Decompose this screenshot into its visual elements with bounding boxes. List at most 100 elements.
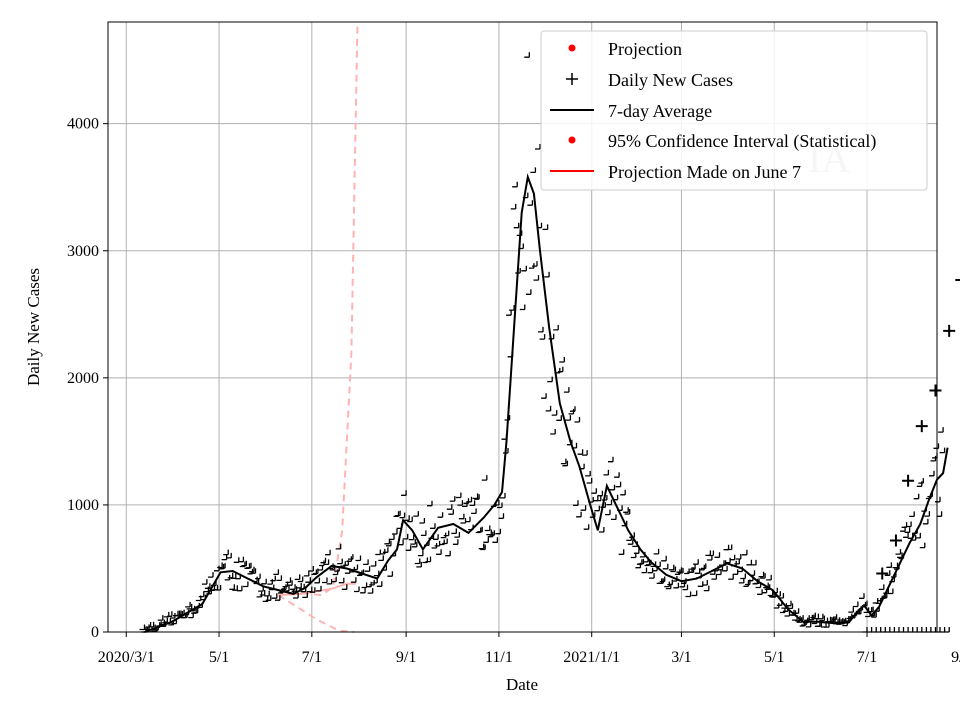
- daily-case-plus: [355, 555, 362, 562]
- daily-case-plus: [198, 591, 205, 598]
- daily-case-plus: [221, 554, 228, 561]
- legend-box: [540, 30, 928, 191]
- daily-case-plus: [378, 555, 384, 562]
- daily-case-plus: [597, 490, 604, 497]
- daily-case-plus: [553, 324, 559, 331]
- daily-case-plus: [341, 584, 348, 590]
- daily-case-plus: [722, 565, 728, 572]
- daily-case-plus: [678, 567, 684, 574]
- daily-case-plus: [886, 562, 893, 568]
- daily-case-plus: [542, 224, 549, 231]
- daily-case-plus: [249, 566, 255, 573]
- daily-case-plus: [887, 588, 894, 595]
- daily-case-plus: [582, 450, 588, 456]
- daily-case-plus: [411, 541, 418, 548]
- daily-case-plus: [562, 460, 569, 467]
- daily-case-plus: [214, 565, 220, 572]
- daily-case-plus: [591, 488, 597, 494]
- daily-case-plus: [389, 534, 395, 541]
- daily-case-plus: [676, 567, 683, 573]
- x-tick-label: 9/1: [396, 649, 416, 666]
- daily-case-plus: [647, 567, 654, 574]
- x-tick-label: 2020/3/1: [98, 649, 155, 666]
- daily-case-plus: [658, 578, 664, 584]
- daily-case-plus: [363, 559, 369, 566]
- daily-case-plus: [922, 518, 929, 525]
- daily-case-plus: [255, 573, 261, 580]
- daily-case-plus: [810, 612, 816, 619]
- daily-case-plus: [471, 508, 477, 515]
- daily-case-plus: [892, 562, 899, 569]
- daily-case-plus: [335, 543, 342, 550]
- daily-case-plus: [223, 549, 229, 556]
- legend-label-projection-june-7: Projection Made on June 7: [608, 162, 801, 182]
- daily-case-plus: [705, 550, 712, 557]
- legend-entry-7-day-average: 7-day Average: [550, 101, 712, 121]
- daily-case-plus: [495, 528, 502, 535]
- daily-case-plus: [533, 275, 540, 281]
- daily-case-plus: [916, 481, 923, 487]
- daily-case-plus: [238, 556, 245, 563]
- daily-case-plus: [404, 515, 410, 521]
- daily-case-plus: [903, 532, 909, 538]
- daily-case-plus: [338, 577, 345, 584]
- daily-case-plus: [242, 581, 249, 588]
- daily-case-plus: [480, 544, 486, 551]
- daily-case-plus: [524, 52, 530, 58]
- daily-case-plus: [322, 577, 328, 584]
- daily-case-plus: [757, 589, 763, 595]
- daily-case-plus: [402, 533, 409, 540]
- daily-case-plus: [420, 530, 427, 537]
- daily-case-plus: [871, 612, 877, 618]
- daily-case-zero-plus: [944, 627, 950, 633]
- daily-case-plus: [384, 538, 391, 545]
- daily-case-plus: [510, 203, 517, 210]
- daily-case-plus: [410, 539, 416, 545]
- daily-case-plus: [697, 581, 704, 587]
- daily-case-plus: [506, 310, 512, 316]
- daily-case-plus: [691, 590, 698, 597]
- daily-cases-series: [139, 52, 960, 633]
- daily-case-zero-plus: [939, 627, 946, 633]
- y-tick-label: 1000: [67, 497, 99, 514]
- y-tick-label: 4000: [67, 116, 99, 133]
- daily-case-plus: [297, 576, 304, 583]
- daily-case-plus: [320, 557, 327, 564]
- daily-case-plus: [559, 357, 565, 363]
- daily-case-plus: [662, 563, 669, 570]
- daily-case-plus: [751, 559, 757, 566]
- daily-case-plus: [732, 569, 739, 575]
- x-tick-label: 9/1: [951, 649, 960, 666]
- daily-case-plus: [509, 305, 515, 311]
- daily-case-plus: [157, 615, 164, 621]
- daily-case-plus: [919, 542, 926, 549]
- daily-case-plus: [741, 549, 748, 556]
- daily-case-plus: [192, 607, 199, 614]
- june7-lower-bound-line: [277, 594, 355, 633]
- daily-case-plus: [595, 495, 602, 502]
- daily-case-plus: [392, 529, 398, 535]
- daily-case-plus: [204, 583, 211, 589]
- daily-case-plus: [350, 577, 357, 583]
- daily-case-plus: [682, 584, 689, 591]
- daily-case-plus: [527, 200, 534, 206]
- seven-day-average-series: [144, 173, 949, 633]
- daily-case-plus: [583, 524, 590, 530]
- daily-case-plus: [457, 500, 464, 506]
- daily-case-plus: [521, 265, 527, 272]
- daily-case-plus: [230, 573, 237, 579]
- daily-case-plus: [309, 587, 316, 593]
- daily-case-plus: [913, 493, 920, 500]
- daily-case-plus: [271, 593, 278, 599]
- daily-case-plus: [305, 577, 311, 583]
- daily-case-plus: [233, 557, 240, 563]
- daily-case-plus: [623, 507, 629, 513]
- legend-label-7-day-average: 7-day Average: [608, 101, 712, 121]
- daily-case-plus: [729, 554, 736, 561]
- legend-entry-projection-june-7: Projection Made on June 7: [550, 162, 801, 182]
- x-tick-label: 7/1: [857, 649, 877, 666]
- legend-entry-confidence-interval: 95% Confidence Interval (Statistical): [568, 131, 876, 152]
- daily-case-plus: [740, 573, 746, 580]
- daily-case-plus: [201, 579, 208, 585]
- daily-case-plus: [466, 496, 473, 503]
